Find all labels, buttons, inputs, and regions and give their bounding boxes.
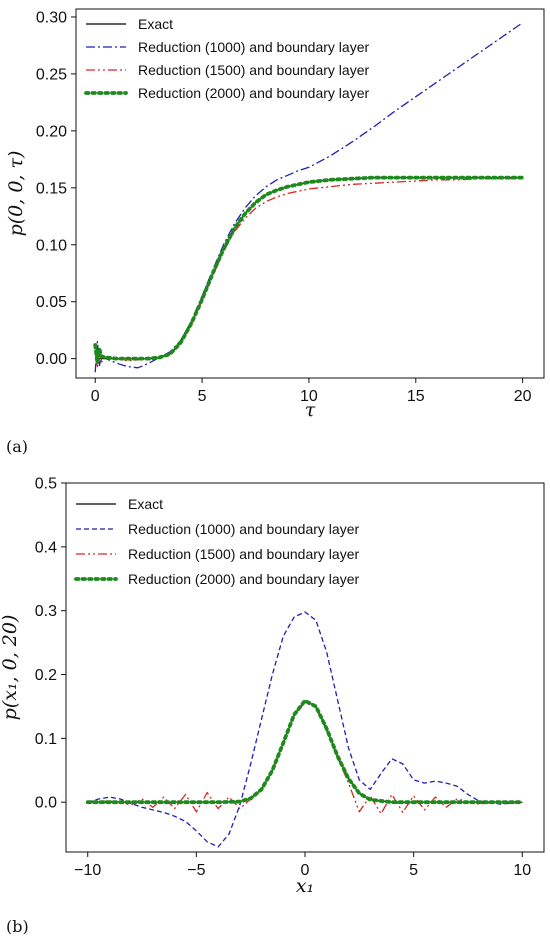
series-line-3 (87, 701, 523, 815)
y-tick-label: 0.05 (36, 294, 67, 311)
legend-label-3: Reduction (1500) and boundary layer (138, 62, 369, 78)
y-tick-label: 0.1 (35, 731, 57, 748)
x-tick-label: 5 (409, 862, 418, 879)
x-axis-label: τ (305, 399, 316, 421)
x-tick-label: −5 (187, 862, 205, 879)
series-line-2 (87, 611, 523, 848)
series-line-4 (85, 698, 525, 805)
legend-label-2: Reduction (1000) and boundary layer (138, 39, 369, 55)
y-tick-label: 0.4 (35, 539, 57, 556)
x-tick-label: 20 (514, 388, 532, 405)
series-group (93, 22, 525, 373)
legend-label-1: Exact (138, 16, 173, 32)
series-line-3 (94, 178, 523, 369)
y-tick-label: 0.00 (36, 351, 67, 368)
legend: Exact Reduction (1000) and boundary layer… (74, 496, 359, 587)
legend-label-1: Exact (128, 496, 163, 512)
plot-frame (65, 482, 545, 853)
panel-label: (b) (6, 917, 29, 936)
y-tick-label: 0.3 (35, 603, 57, 620)
panel-label: (a) (6, 437, 28, 456)
chart-panel-b: −10 −5 0 5 10 0.0 0.1 0.2 0.3 0.4 0.5 x₁ p(x₁, 0, 20… (0, 476, 545, 936)
y-tick-label: 0.20 (36, 123, 67, 140)
x-tick-label: 0 (301, 862, 310, 879)
x-tick-label: 15 (407, 388, 425, 405)
legend-label-4: Reduction (2000) and boundary layer (128, 571, 359, 587)
plot-frame (75, 8, 545, 379)
legend-label-3: Reduction (1500) and boundary layer (128, 546, 359, 562)
chart-panel-a: 0 5 10 15 20 0.00 0.05 0.10 0.15 0.20 0.25 0.30 τ p(0… (5, 8, 545, 456)
series-line-1 (95, 177, 523, 360)
series-group (85, 611, 525, 848)
y-tick-label: 0.15 (36, 180, 67, 197)
series-line-4 (93, 175, 525, 366)
y-tick-label: 0.5 (35, 476, 57, 493)
x-tick-label: 5 (198, 388, 207, 405)
x-tick-label: 0 (91, 388, 100, 405)
legend-label-4: Reduction (2000) and boundary layer (138, 85, 369, 101)
y-tick-label: 0.25 (36, 66, 67, 83)
x-axis-label: x₁ (296, 875, 314, 897)
y-axis-label: p(x₁, 0, 20) (0, 615, 21, 721)
y-tick-label: 0.2 (35, 667, 57, 684)
series-line-2 (94, 22, 523, 373)
legend: Exact Reduction (1000) and boundary layer… (84, 16, 369, 101)
y-tick-label: 0.10 (36, 237, 67, 254)
x-tick-label: −10 (74, 862, 101, 879)
x-tick-label: 10 (300, 388, 318, 405)
y-tick-label: 0.0 (35, 795, 57, 812)
y-tick-label: 0.30 (36, 9, 67, 26)
x-tick-label: 10 (513, 862, 531, 879)
y-axis-label: p(0, 0, τ) (5, 151, 27, 237)
legend-label-2: Reduction (1000) and boundary layer (128, 521, 359, 537)
